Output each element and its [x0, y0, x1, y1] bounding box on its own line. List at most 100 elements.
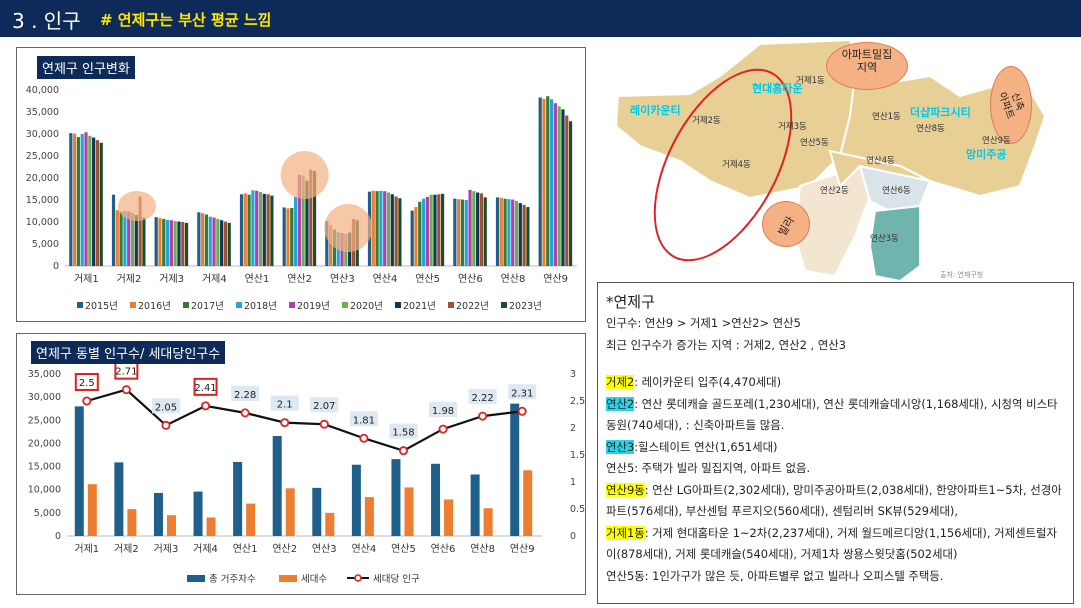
legend-swatch — [187, 575, 205, 582]
x-tick-label: 거제1 — [74, 543, 99, 555]
bar — [181, 222, 185, 266]
combo-chart-svg: 0 5,000 10,000 15,000 20,000 25,000 30,000 35,0… — [28, 361, 585, 585]
y-tick-label: 5,000 — [32, 239, 59, 250]
notes-item: 연산3:힐스테이트 연산(1,651세대) — [606, 437, 1065, 459]
legend-label: 2022년 — [456, 301, 489, 312]
x-tick-label: 연산2 — [272, 543, 297, 555]
x-tick-label: 거제3 — [154, 543, 179, 555]
legend-swatch — [236, 302, 242, 308]
bar — [208, 216, 212, 266]
bar — [379, 190, 383, 266]
x-tick-label: 연산8 — [501, 273, 526, 285]
data-label-bg — [270, 395, 299, 411]
y-tick-label: 35,000 — [28, 369, 61, 380]
notes-item-text: : 연산 롯데캐슬 골드포레(1,230세대), 연산 롯데캐슬데시앙(1,16… — [606, 396, 1058, 433]
notes-item-text: :힐스테이트 연산(1,651세대) — [634, 439, 778, 454]
legend-label: 2018년 — [244, 301, 277, 312]
notes-title: *연제구 — [606, 293, 655, 311]
bar — [99, 142, 103, 266]
x-tick-label: 연산2 — [287, 273, 312, 285]
bar — [522, 204, 526, 266]
bar — [410, 210, 414, 266]
bar-population — [272, 436, 282, 536]
bar — [479, 193, 484, 266]
notes-item-key: 거제2 — [606, 375, 635, 389]
bar — [421, 198, 426, 266]
bar — [565, 115, 569, 267]
bar — [468, 189, 472, 266]
bar — [453, 198, 457, 266]
bar — [201, 213, 205, 266]
dong-population-chart: 연제구 동별 인구수/ 세대당인구수 0 5,000 10,000 15,000 20,… — [16, 333, 586, 595]
y2-tick-label: 0 — [570, 531, 576, 542]
place-label-thesharp: 더샵파크시티 — [910, 106, 971, 119]
bar — [119, 211, 123, 266]
bar — [325, 221, 329, 266]
x-tick-label: 연산1 — [245, 273, 270, 285]
ratio-point — [438, 424, 448, 434]
bar — [332, 229, 337, 266]
bar — [262, 193, 266, 266]
data-label: 1.58 — [392, 428, 414, 439]
y-tick-label: 30,000 — [28, 392, 61, 403]
ratio-point — [319, 419, 329, 429]
bar — [204, 214, 209, 266]
ratio-point — [240, 408, 250, 418]
y-tick-label: 15,000 — [28, 462, 61, 473]
data-label-bg — [389, 423, 418, 439]
bar — [223, 221, 228, 266]
y-tick-label: 0 — [55, 531, 61, 542]
data-label: 2.22 — [471, 393, 493, 404]
place-label-reycounty: 레이카운티 — [630, 104, 681, 117]
bar — [518, 203, 522, 266]
notes-item: 거제2: 레이카운티 입주(4,470세대) — [606, 372, 1065, 394]
bar — [561, 109, 565, 266]
notes-line: 인구수: 연산9 > 거제1 >연산2> 연산5 — [606, 316, 801, 330]
ratio-line — [86, 388, 523, 452]
y-tick-label: 10,000 — [28, 485, 61, 496]
bar — [514, 200, 519, 266]
bar-households — [523, 470, 533, 536]
x-tick-label: 연산8 — [470, 543, 495, 555]
section-title: 3 . 인구 — [12, 9, 81, 33]
y-tick-label: 20,000 — [28, 438, 61, 449]
ratio-point — [517, 406, 527, 416]
bar — [162, 218, 166, 266]
bar — [312, 170, 317, 266]
legend-label: 2021년 — [403, 301, 436, 312]
bar — [457, 199, 461, 266]
ratio-point — [398, 446, 408, 456]
bar — [138, 196, 142, 266]
y2-tick-label: 3 — [570, 369, 576, 380]
population-change-chart: 연제구 인구변화 0 5,000 10,000 15,000 20,000 25,000 3… — [16, 47, 586, 322]
bar — [301, 175, 305, 266]
bar — [123, 211, 127, 266]
bar-population — [153, 492, 163, 536]
dong-label: 거제3동 — [778, 122, 807, 132]
bar — [270, 195, 274, 266]
highlight-ellipse — [280, 151, 329, 199]
data-label-bg — [468, 389, 497, 405]
bar — [95, 140, 100, 266]
bar — [197, 212, 201, 266]
bar — [158, 218, 162, 266]
dong-label: 연산5동 — [800, 138, 829, 148]
bar — [92, 137, 96, 266]
bar — [495, 197, 500, 266]
section-subtitle: # 연제구는 부산 평균 느낌 — [100, 11, 272, 29]
bar — [134, 214, 138, 266]
notes-item-key: 연산3 — [606, 439, 635, 454]
bar — [173, 221, 177, 266]
legend-label: 2023년 — [509, 301, 542, 312]
y2-tick-label: 1.5 — [570, 450, 585, 461]
bar — [429, 194, 433, 266]
notes-item: 연산2: 연산 롯데캐슬 골드포레(1,230세대), 연산 롯데캐슬데시앙(1… — [606, 394, 1065, 437]
place-label-hyundai: 현대홈타운 — [752, 82, 803, 95]
data-label-bg — [310, 397, 339, 413]
bar — [460, 199, 465, 266]
bar — [386, 192, 391, 266]
bar — [440, 193, 445, 266]
y-tick-label: 40,000 — [26, 85, 59, 96]
data-label-bg — [508, 384, 537, 400]
bar — [538, 97, 542, 266]
